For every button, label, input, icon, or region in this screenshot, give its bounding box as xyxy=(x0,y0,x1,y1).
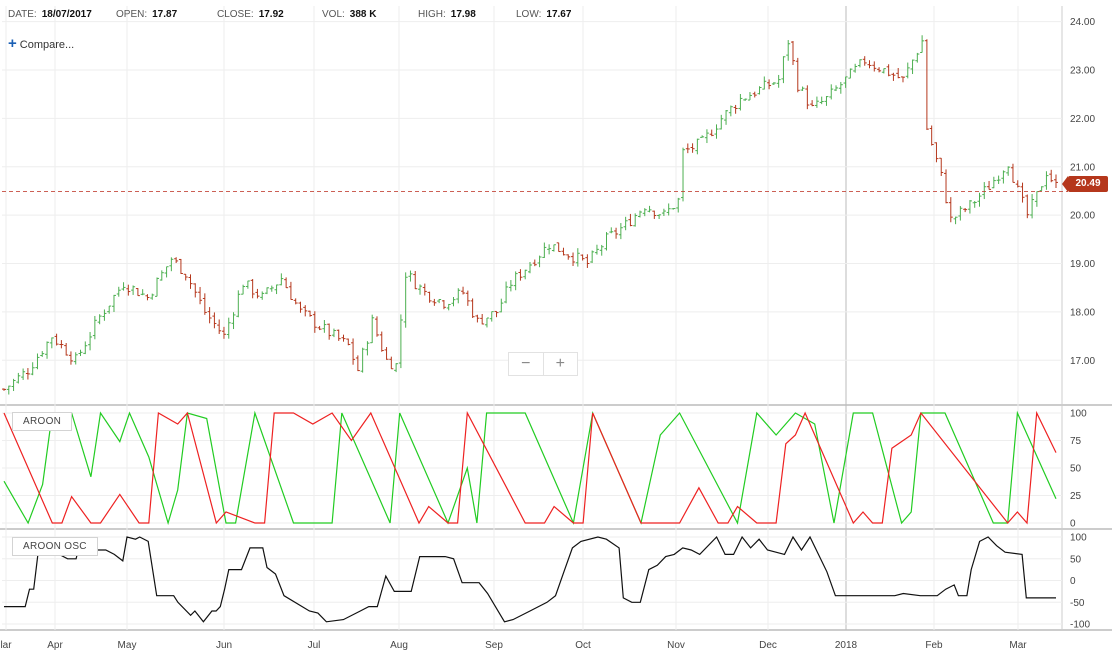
price-y-tick-label: 21.00 xyxy=(1070,162,1095,173)
aroon-y-tick-label: 25 xyxy=(1070,491,1082,502)
x-tick-label: May xyxy=(118,640,137,651)
osc-y-tick-label: 0 xyxy=(1070,576,1076,587)
zoom-control: − + xyxy=(508,352,578,376)
low-readout: LOW: 17.67 xyxy=(516,9,572,20)
aroon-y-tick-label: 75 xyxy=(1070,436,1082,447)
price-y-tick-label: 22.00 xyxy=(1070,114,1095,125)
price-y-tick-label: 18.00 xyxy=(1070,307,1095,318)
x-tick-label: Jun xyxy=(216,640,232,651)
osc-y-tick-label: 100 xyxy=(1070,533,1087,544)
osc-y-tick-label: -100 xyxy=(1070,620,1090,631)
open-readout: OPEN: 17.87 xyxy=(116,9,178,20)
zoom-in-button[interactable]: + xyxy=(542,353,578,375)
price-y-tick-label: 20.00 xyxy=(1070,211,1095,222)
price-y-tick-label: 24.00 xyxy=(1070,17,1095,28)
x-tick-label: Jul xyxy=(308,640,321,651)
high-readout: HIGH: 17.98 xyxy=(418,9,476,20)
aroon-osc-line-0 xyxy=(4,535,1056,623)
x-tick-label: Dec xyxy=(759,640,777,651)
osc-y-tick-label: 50 xyxy=(1070,554,1082,565)
x-tick-label: Sep xyxy=(485,640,503,651)
x-tick-label: Oct xyxy=(575,640,591,651)
x-tick-label: lar xyxy=(0,640,12,651)
last-price-tag: 20.49 xyxy=(1062,176,1108,192)
x-tick-label: Feb xyxy=(925,640,943,651)
plus-icon: + xyxy=(8,35,17,52)
aroon-y-tick-label: 100 xyxy=(1070,409,1087,420)
x-tick-label: Mar xyxy=(1009,640,1027,651)
ohlc-bars xyxy=(2,35,1058,395)
price-y-tick-label: 17.00 xyxy=(1070,356,1095,367)
osc-y-tick-label: -50 xyxy=(1070,598,1085,609)
aroon-y-tick-label: 50 xyxy=(1070,464,1082,475)
compare-label: Compare... xyxy=(19,39,75,51)
aroon-line-0 xyxy=(3,410,1057,526)
x-tick-label: Aug xyxy=(390,640,408,651)
price-y-tick-label: 23.00 xyxy=(1070,66,1095,77)
x-tick-label: Nov xyxy=(667,640,685,651)
zoom-out-button[interactable]: − xyxy=(521,355,531,372)
aroon-panel-label[interactable]: AROON xyxy=(12,412,73,431)
close-readout: CLOSE: 17.92 xyxy=(217,9,284,20)
aroon-y-tick-label: 0 xyxy=(1070,519,1076,530)
aroon-osc-panel-label[interactable]: AROON OSC xyxy=(12,537,98,556)
price-y-tick-label: 19.00 xyxy=(1070,259,1095,270)
x-tick-label: Apr xyxy=(47,640,63,651)
aroon-line-1 xyxy=(3,410,1057,525)
x-tick-label: 2018 xyxy=(835,640,858,651)
compare-button[interactable]: + Compare... xyxy=(8,35,74,52)
volume-readout: VOL: 388 K xyxy=(322,9,377,20)
date-readout: DATE: 18/07/2017 xyxy=(8,9,92,20)
